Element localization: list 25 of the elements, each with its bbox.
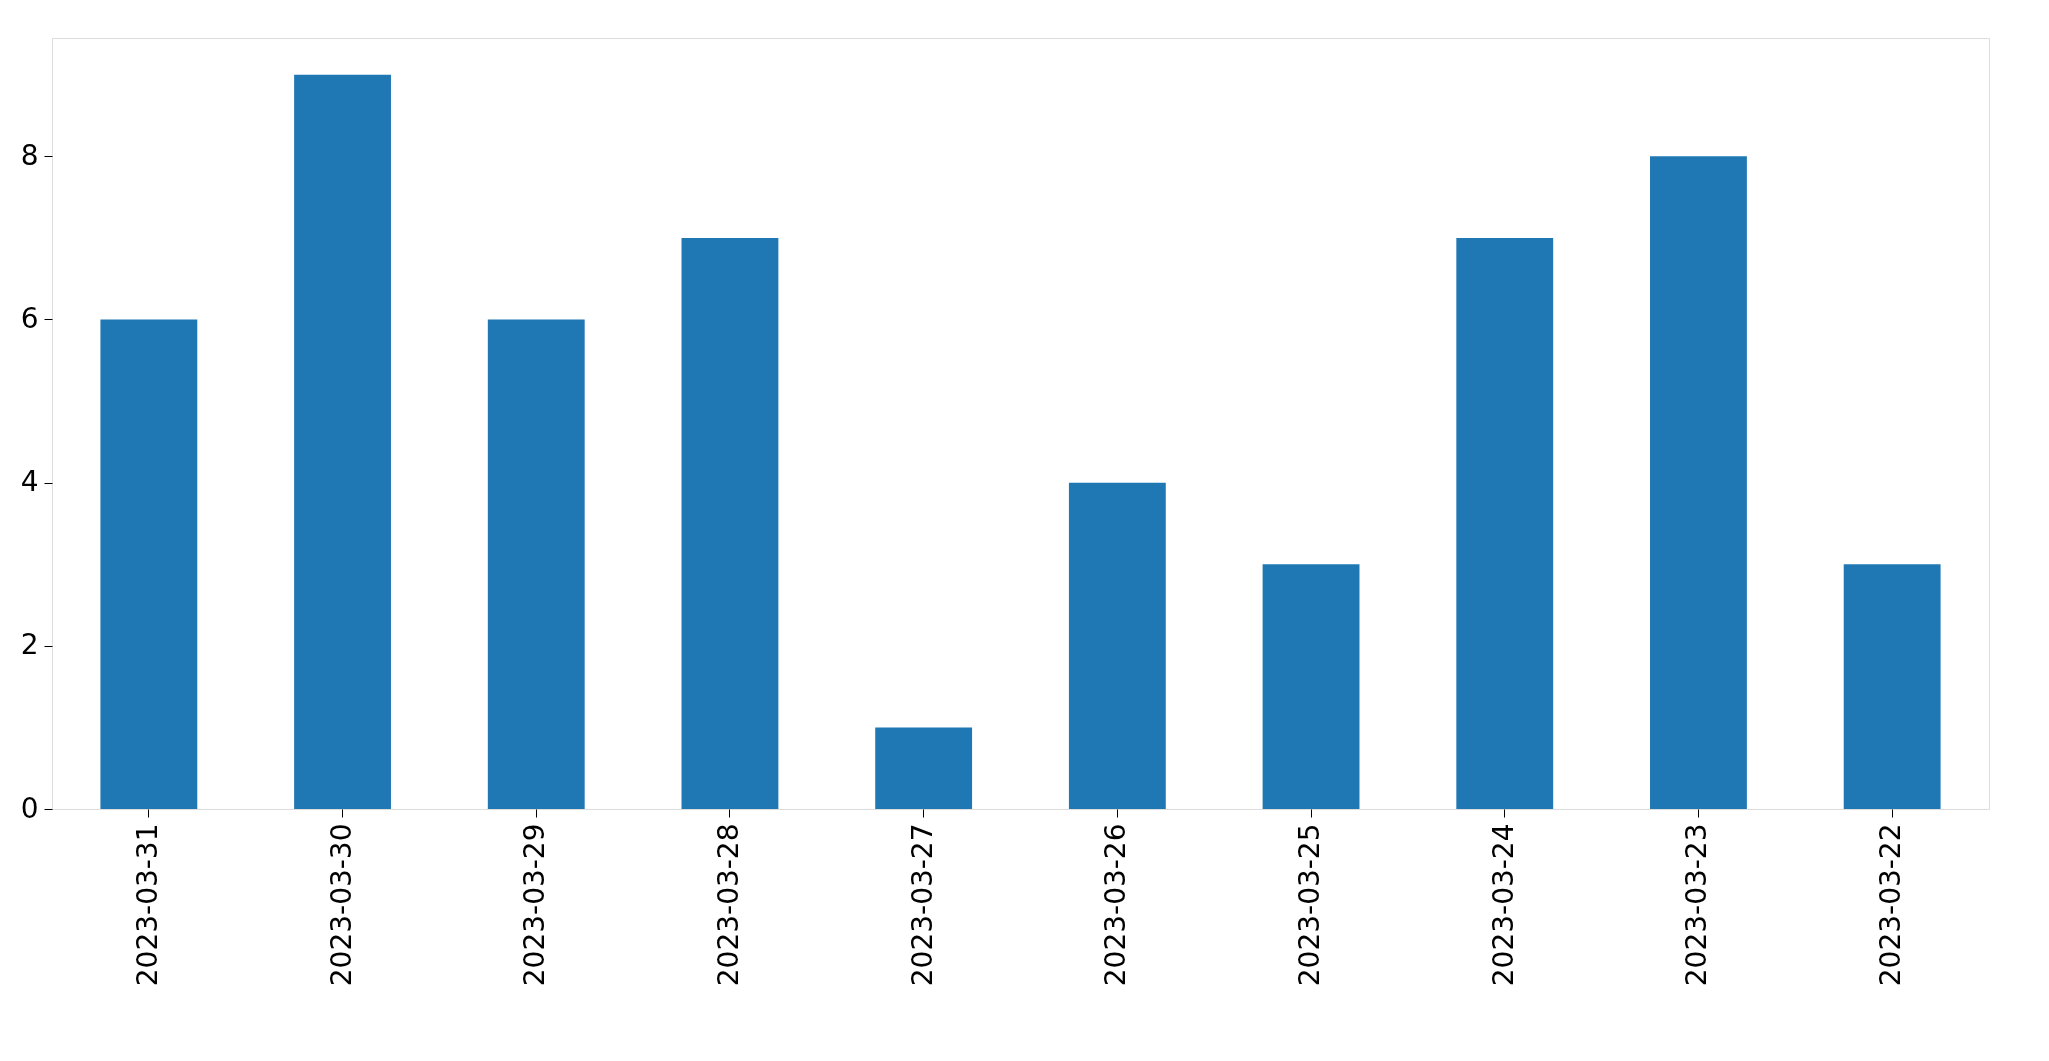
bar	[100, 319, 198, 809]
x-tick-label: 2023-03-25	[1293, 823, 1327, 987]
y-tick-label: 2	[20, 628, 39, 662]
x-tick-label: 2023-03-30	[324, 823, 358, 987]
x-tick-label: 2023-03-29	[518, 823, 552, 987]
x-tick-label: 2023-03-24	[1486, 823, 1520, 987]
x-tick-label: 2023-03-22	[1874, 823, 1908, 987]
bar	[1456, 237, 1554, 809]
bar	[1650, 156, 1747, 809]
y-tick-label: 8	[20, 138, 39, 172]
bar	[1262, 564, 1360, 809]
y-tick-label: 6	[20, 301, 39, 335]
bar	[875, 727, 973, 809]
bar	[487, 319, 585, 809]
x-tick-label: 2023-03-31	[130, 823, 164, 987]
y-tick-label: 0	[20, 791, 39, 825]
bar	[1843, 564, 1941, 809]
bar	[294, 74, 391, 809]
x-tick-label: 2023-03-27	[905, 823, 939, 987]
x-tick-label: 2023-03-28	[711, 823, 745, 987]
bar	[681, 237, 779, 809]
x-tick-label: 2023-03-23	[1680, 823, 1714, 987]
y-tick-label: 4	[20, 465, 39, 499]
x-tick-label: 2023-03-26	[1099, 823, 1133, 987]
bar	[1068, 482, 1166, 809]
